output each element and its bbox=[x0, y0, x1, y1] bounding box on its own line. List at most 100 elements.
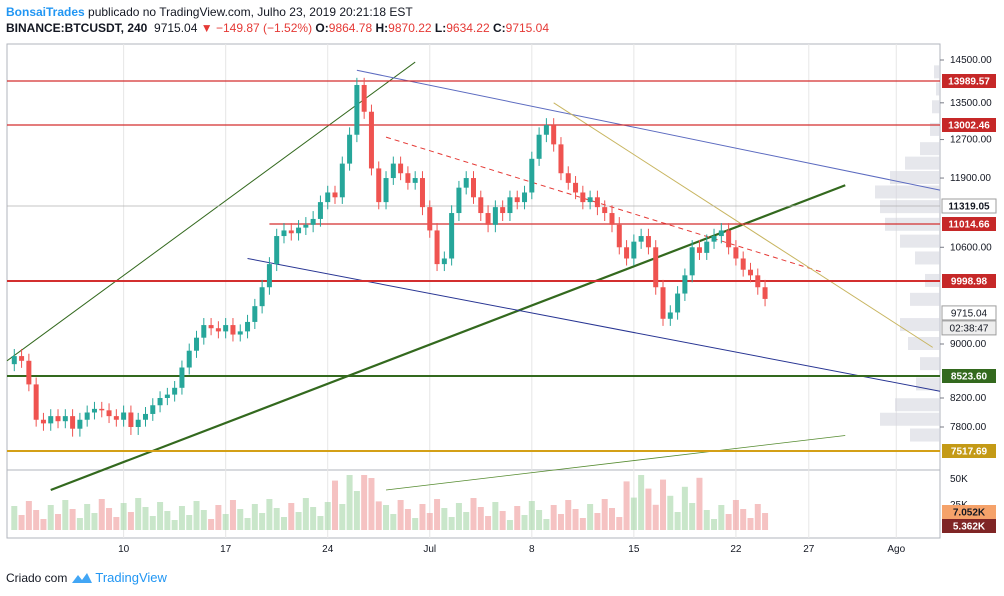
candle-body bbox=[128, 412, 134, 427]
candle-body bbox=[638, 236, 644, 242]
candle-body bbox=[223, 325, 229, 332]
candle-body bbox=[70, 416, 76, 429]
candle-body bbox=[733, 247, 739, 259]
volume-bar bbox=[732, 500, 739, 530]
candle-body bbox=[135, 419, 141, 427]
volume-bar bbox=[426, 513, 433, 530]
volume-profile-bar bbox=[880, 412, 940, 426]
volume-bar bbox=[485, 516, 492, 530]
candle-body bbox=[711, 236, 717, 242]
volume-profile-bar bbox=[910, 428, 940, 442]
volume-bar bbox=[193, 501, 200, 530]
volume-profile-bar bbox=[910, 292, 940, 306]
candle-body bbox=[164, 394, 170, 398]
countdown-text: 02:38:47 bbox=[950, 323, 989, 334]
chart-header: BonsaiTrades publicado no TradingView.co… bbox=[6, 4, 549, 36]
volume-profile-bar bbox=[930, 122, 940, 136]
tradingview-logo-icon bbox=[72, 572, 93, 583]
time-tick-label: 27 bbox=[803, 544, 815, 555]
volume-bar bbox=[106, 508, 113, 530]
plot-frame bbox=[6, 43, 941, 539]
volume-bar bbox=[390, 514, 397, 530]
candle-body bbox=[565, 173, 571, 183]
volume-bar bbox=[178, 506, 185, 530]
candle-body bbox=[237, 331, 243, 335]
tradingview-link[interactable]: TradingView bbox=[71, 570, 167, 585]
volume-bar bbox=[280, 517, 287, 530]
volume-bar bbox=[69, 509, 76, 530]
candle-body bbox=[602, 207, 608, 214]
candle-body bbox=[40, 419, 46, 424]
volume-profile-bar bbox=[932, 100, 940, 114]
level-label-box bbox=[942, 217, 996, 231]
volume-bar bbox=[127, 512, 134, 530]
candle-body bbox=[259, 287, 265, 307]
volume-bar bbox=[608, 508, 615, 530]
candle-body bbox=[106, 410, 112, 417]
candle-body bbox=[325, 192, 331, 203]
candle-body bbox=[296, 227, 302, 234]
tradingview-brand: TradingView bbox=[95, 570, 167, 585]
volume-bar bbox=[135, 498, 142, 530]
volume-bar bbox=[477, 507, 484, 530]
volume-tick-label: 50K bbox=[950, 474, 968, 485]
volume-profile-bar bbox=[920, 142, 940, 156]
volume-bar bbox=[652, 504, 659, 530]
candle-body bbox=[303, 224, 309, 228]
high-value: 9870.22 bbox=[388, 21, 432, 35]
level-label-text: 11014.66 bbox=[948, 220, 990, 231]
candle-body bbox=[594, 197, 600, 208]
volume-label-text: 5.362K bbox=[953, 522, 986, 533]
volume-bar bbox=[25, 501, 32, 530]
volume-bar bbox=[288, 503, 295, 530]
author-link[interactable]: BonsaiTrades bbox=[6, 5, 85, 19]
volume-bar bbox=[353, 491, 360, 530]
volume-profile-bar bbox=[908, 337, 940, 350]
time-tick-label: 8 bbox=[529, 544, 535, 555]
level-label-text: 11319.05 bbox=[948, 202, 990, 213]
candle-body bbox=[609, 213, 615, 225]
open-value: 9864.78 bbox=[328, 21, 373, 35]
published-text: publicado no TradingView.com, Julho 23, … bbox=[84, 5, 413, 19]
volume-bar bbox=[361, 475, 368, 530]
volume-bar bbox=[747, 518, 754, 530]
price-tick-label: 8200.00 bbox=[950, 393, 987, 404]
volume-bar bbox=[718, 505, 725, 530]
high-label: H: bbox=[375, 21, 389, 35]
time-tick-label: 15 bbox=[628, 544, 640, 555]
candle-body bbox=[573, 182, 579, 193]
candle-body bbox=[434, 230, 440, 265]
candle-body bbox=[215, 328, 221, 332]
volume-bar bbox=[681, 486, 688, 530]
volume-bar bbox=[601, 499, 608, 530]
volume-bar bbox=[470, 498, 477, 530]
level-label-text: 7517.69 bbox=[951, 447, 988, 458]
candle-body bbox=[405, 173, 411, 183]
volume-bar bbox=[208, 519, 215, 530]
volume-bar bbox=[91, 513, 98, 530]
candle-body bbox=[507, 197, 513, 214]
volume-bar bbox=[725, 514, 732, 530]
volume-bar bbox=[332, 480, 339, 530]
candle-body bbox=[718, 230, 724, 237]
volume-profile-bar bbox=[875, 185, 940, 199]
volume-bar bbox=[317, 516, 324, 530]
candle-body bbox=[266, 264, 272, 288]
volume-bar bbox=[346, 475, 353, 530]
volume-bar bbox=[397, 500, 404, 530]
volume-profile-bar bbox=[890, 171, 940, 185]
candle-body bbox=[645, 236, 651, 248]
blue-upper-channel-line bbox=[356, 69, 941, 191]
ohlc-line: BINANCE:BTCUSDT, 240 9715.04 ▼ −149.87 (… bbox=[6, 20, 549, 36]
volume-label-box bbox=[942, 519, 996, 533]
candle-body bbox=[631, 241, 637, 259]
candle-body bbox=[551, 125, 557, 145]
volume-bar bbox=[499, 511, 506, 530]
volume-bar bbox=[324, 502, 331, 530]
volume-profile-bar bbox=[936, 82, 940, 96]
candle-body bbox=[186, 350, 192, 368]
volume-bar bbox=[266, 499, 273, 530]
volume-bar bbox=[514, 506, 521, 530]
candle-body bbox=[675, 293, 681, 313]
